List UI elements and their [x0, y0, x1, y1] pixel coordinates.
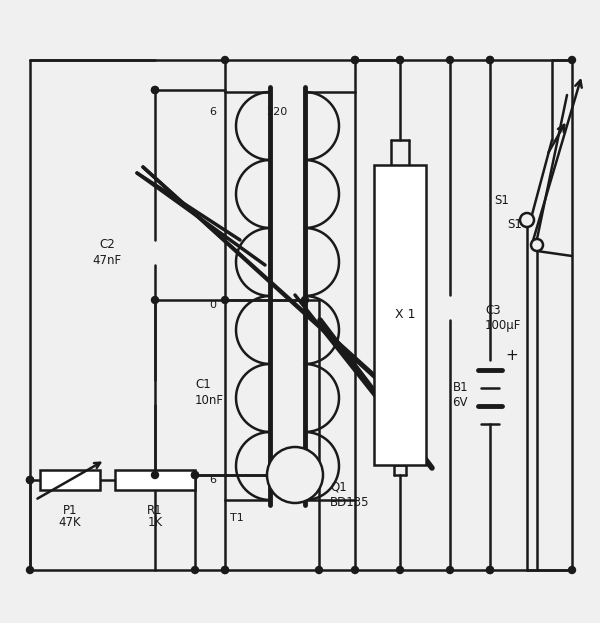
- Circle shape: [352, 57, 359, 64]
- Text: X 1: X 1: [395, 308, 415, 321]
- Circle shape: [26, 566, 34, 574]
- Text: Q1
BD135: Q1 BD135: [330, 481, 370, 509]
- Circle shape: [302, 297, 308, 303]
- Text: S1: S1: [508, 219, 523, 232]
- Bar: [115, 470, 195, 490]
- Text: 6: 6: [209, 475, 217, 485]
- Circle shape: [569, 566, 575, 574]
- Circle shape: [446, 57, 454, 64]
- Circle shape: [191, 566, 199, 574]
- Circle shape: [221, 566, 229, 574]
- Circle shape: [316, 566, 323, 574]
- Circle shape: [352, 57, 359, 64]
- Text: 47K: 47K: [59, 515, 82, 528]
- Circle shape: [151, 87, 158, 93]
- Circle shape: [151, 87, 158, 93]
- Text: 0: 0: [209, 300, 217, 310]
- Text: +: +: [506, 348, 518, 363]
- Text: 0: 0: [280, 480, 287, 490]
- Text: B1
6V: B1 6V: [452, 381, 468, 409]
- Circle shape: [397, 57, 404, 64]
- Circle shape: [487, 57, 493, 64]
- Circle shape: [520, 213, 534, 227]
- Text: 220: 220: [266, 107, 287, 117]
- Text: R1: R1: [147, 503, 163, 516]
- Circle shape: [151, 297, 158, 303]
- Text: 6: 6: [209, 107, 217, 117]
- Circle shape: [531, 239, 543, 251]
- Circle shape: [191, 472, 199, 478]
- Text: S1: S1: [494, 194, 509, 206]
- Circle shape: [487, 566, 493, 574]
- Circle shape: [397, 57, 404, 64]
- Circle shape: [191, 472, 199, 478]
- Text: C1
10nF: C1 10nF: [195, 379, 224, 406]
- Text: P1: P1: [63, 503, 77, 516]
- Text: C2
47nF: C2 47nF: [92, 239, 122, 267]
- Bar: [374, 165, 426, 465]
- Bar: [40, 470, 100, 490]
- Circle shape: [267, 447, 323, 503]
- Circle shape: [569, 57, 575, 64]
- Circle shape: [446, 566, 454, 574]
- Circle shape: [221, 57, 229, 64]
- Circle shape: [151, 472, 158, 478]
- Text: 1K: 1K: [148, 515, 163, 528]
- Circle shape: [352, 566, 359, 574]
- Circle shape: [487, 57, 493, 64]
- Circle shape: [221, 566, 229, 574]
- Text: T1: T1: [230, 513, 244, 523]
- Circle shape: [221, 297, 229, 303]
- Circle shape: [26, 477, 34, 483]
- Circle shape: [487, 566, 493, 574]
- Circle shape: [397, 566, 404, 574]
- Text: C3
100μF: C3 100μF: [485, 303, 521, 331]
- Circle shape: [26, 477, 34, 483]
